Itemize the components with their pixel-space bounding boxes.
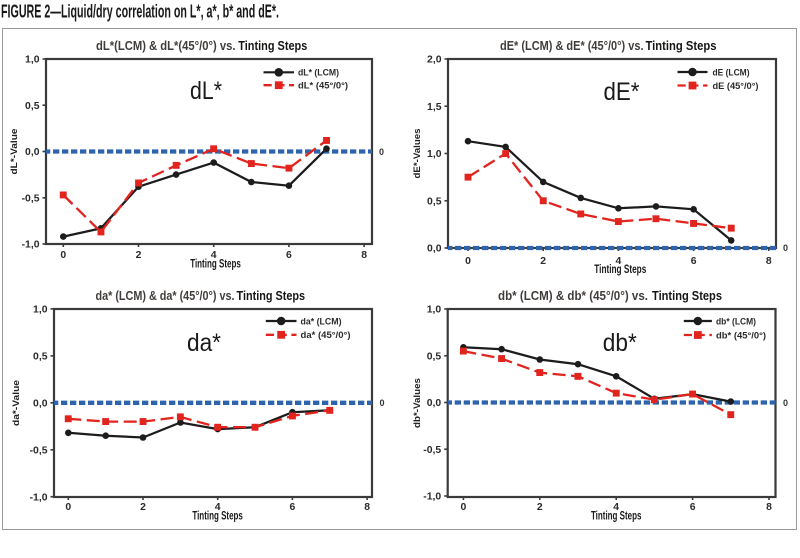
- svg-text:db* (45°/0°): db* (45°/0°): [716, 330, 766, 341]
- svg-text:-0,5: -0,5: [30, 445, 48, 456]
- svg-text:0: 0: [60, 250, 66, 261]
- svg-text:0: 0: [783, 398, 788, 408]
- svg-text:4: 4: [215, 502, 221, 513]
- svg-text:db* (LCM): db* (LCM): [716, 316, 756, 327]
- svg-text:0: 0: [379, 147, 384, 157]
- svg-text:0: 0: [65, 502, 71, 513]
- svg-text:da*: da*: [187, 329, 221, 357]
- svg-text:da*-Value: da*-Value: [11, 380, 21, 426]
- svg-text:4: 4: [613, 502, 619, 513]
- svg-text:0,0: 0,0: [427, 398, 442, 409]
- svg-text:db* (LCM) & db* (45°/0°) vs.: db* (LCM) & db* (45°/0°) vs.: [498, 288, 648, 303]
- svg-text:dE (LCM): dE (LCM): [713, 67, 750, 78]
- svg-text:0: 0: [461, 502, 467, 513]
- svg-text:8: 8: [361, 250, 367, 261]
- svg-text:0: 0: [465, 256, 471, 267]
- svg-text:-0,5: -0,5: [22, 193, 40, 204]
- svg-text:Tinting Steps: Tinting Steps: [652, 288, 722, 303]
- svg-text:1,0: 1,0: [25, 55, 40, 66]
- svg-text:dL*-Value: dL*-Value: [9, 129, 19, 175]
- svg-text:0,0: 0,0: [33, 399, 48, 410]
- svg-text:dE* (LCM) & dE* (45°/0°) vs.: dE* (LCM) & dE* (45°/0°) vs.: [500, 38, 644, 53]
- svg-text:-1,0: -1,0: [30, 492, 48, 503]
- svg-text:6: 6: [690, 502, 696, 513]
- svg-text:8: 8: [364, 502, 370, 513]
- svg-text:1,0: 1,0: [33, 305, 48, 316]
- svg-text:db*: db*: [603, 329, 637, 357]
- svg-text:dL*(LCM) & dL*(45°/0°) vs.: dL*(LCM) & dL*(45°/0°) vs.: [96, 38, 236, 53]
- svg-text:-0,5: -0,5: [423, 445, 441, 456]
- svg-text:2: 2: [540, 256, 546, 267]
- svg-text:2: 2: [537, 502, 543, 513]
- svg-text:8: 8: [766, 502, 772, 513]
- svg-text:Tinting Steps: Tinting Steps: [238, 38, 307, 53]
- svg-text:da* (LCM): da* (LCM): [301, 316, 342, 327]
- svg-text:2: 2: [140, 502, 146, 513]
- svg-text:4: 4: [211, 250, 217, 261]
- svg-text:2: 2: [136, 250, 142, 261]
- svg-text:0,0: 0,0: [427, 244, 442, 255]
- svg-text:dE (45°/0°): dE (45°/0°): [713, 81, 759, 92]
- svg-text:da* (LCM) & da* (45°/0°) vs.: da* (LCM) & da* (45°/0°) vs.: [96, 288, 235, 303]
- svg-text:1,0: 1,0: [427, 305, 442, 316]
- svg-text:0,5: 0,5: [427, 196, 442, 207]
- svg-text:Tinting Steps: Tinting Steps: [190, 259, 241, 271]
- svg-text:Tinting Steps: Tinting Steps: [591, 511, 642, 523]
- svg-text:0: 0: [380, 398, 385, 408]
- svg-text:0,5: 0,5: [25, 101, 40, 112]
- svg-text:6: 6: [286, 250, 292, 261]
- svg-text:dL* (45°/0°): dL* (45°/0°): [298, 81, 348, 92]
- svg-text:-1,0: -1,0: [423, 492, 441, 503]
- svg-text:0,5: 0,5: [427, 351, 442, 362]
- svg-text:Tinting Steps: Tinting Steps: [646, 38, 717, 53]
- svg-text:8: 8: [766, 256, 772, 267]
- svg-text:da* (45°/0°): da* (45°/0°): [301, 330, 351, 341]
- svg-text:0,5: 0,5: [33, 352, 48, 363]
- svg-text:db*-Values: db*-Values: [412, 378, 422, 428]
- svg-text:4: 4: [616, 256, 622, 267]
- svg-text:6: 6: [290, 502, 296, 513]
- svg-text:6: 6: [691, 256, 697, 267]
- svg-text:Tinting Steps: Tinting Steps: [237, 288, 306, 303]
- svg-text:-1,0: -1,0: [22, 240, 40, 251]
- svg-text:FIGURE 2—Liquid/dry correlatio: FIGURE 2—Liquid/dry correlation on L*, a…: [1, 2, 279, 22]
- svg-text:dE*: dE*: [604, 78, 640, 106]
- svg-text:0,0: 0,0: [25, 147, 40, 158]
- svg-text:1,5: 1,5: [427, 102, 442, 113]
- svg-text:dE*-Values: dE*-Values: [412, 129, 422, 179]
- svg-text:Tinting Steps: Tinting Steps: [594, 264, 646, 276]
- svg-text:dL*: dL*: [190, 77, 222, 105]
- svg-text:Tinting Steps: Tinting Steps: [192, 511, 243, 523]
- svg-text:0: 0: [783, 243, 788, 253]
- svg-text:2,0: 2,0: [427, 55, 442, 66]
- svg-text:1,0: 1,0: [427, 149, 442, 160]
- svg-text:dL* (LCM): dL* (LCM): [298, 68, 339, 79]
